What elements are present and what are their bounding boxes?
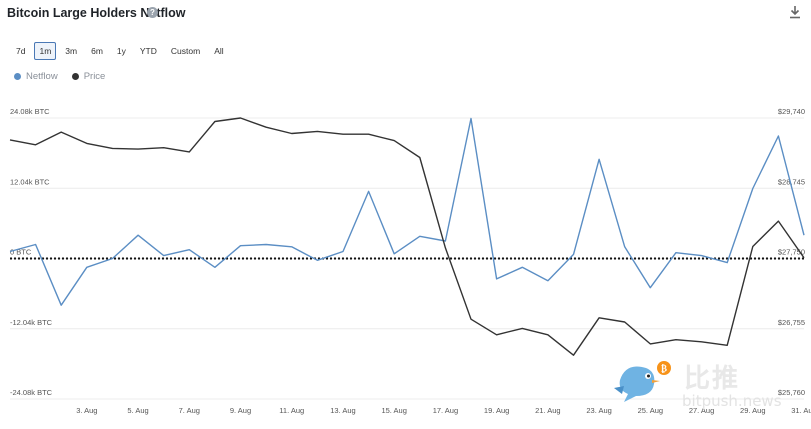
range-selector: 7d 1m 3m 6m 1y YTD Custom All bbox=[11, 42, 229, 60]
range-button-all[interactable]: All bbox=[214, 46, 224, 56]
x-tick-label: 31. Aug bbox=[791, 406, 811, 415]
y-left-tick-label: -24.08k BTC bbox=[10, 388, 53, 397]
watermark: ₿ 比推 bitpush.news bbox=[612, 358, 802, 418]
bird-logo-icon: ₿ bbox=[614, 361, 671, 402]
y-right-tick-label: $25,760 bbox=[778, 388, 805, 397]
x-tick-label: 5. Aug bbox=[127, 406, 148, 415]
page-title: Bitcoin Large Holders Netflow bbox=[7, 6, 186, 20]
x-tick-label: 15. Aug bbox=[381, 406, 406, 415]
download-icon[interactable] bbox=[789, 5, 801, 19]
x-tick-label: 7. Aug bbox=[179, 406, 200, 415]
range-button-3m[interactable]: 3m bbox=[65, 46, 78, 56]
range-button-7d[interactable]: 7d bbox=[16, 46, 26, 56]
svg-text:₿: ₿ bbox=[661, 364, 667, 375]
range-button-6m[interactable]: 6m bbox=[91, 46, 103, 56]
netflow-legend-dot bbox=[14, 73, 21, 80]
x-tick-label: 23. Aug bbox=[586, 406, 611, 415]
chart-legend: Netflow Price bbox=[14, 71, 105, 82]
watermark-text: 比推 bbox=[684, 364, 741, 394]
y-right-tick-label: $26,755 bbox=[778, 318, 805, 327]
y-right-tick-label: $28,745 bbox=[778, 177, 805, 186]
y-right-tick-label: $27,750 bbox=[778, 248, 805, 257]
y-right-tick-label: $29,740 bbox=[778, 107, 805, 116]
x-tick-label: 27. Aug bbox=[689, 406, 714, 415]
x-tick-label: 17. Aug bbox=[433, 406, 458, 415]
range-button-1m[interactable]: 1m bbox=[34, 42, 57, 60]
range-button-1y[interactable]: 1y bbox=[116, 46, 126, 56]
help-icon[interactable]: ? bbox=[147, 7, 158, 18]
y-left-tick-label: 24.08k BTC bbox=[10, 107, 50, 116]
y-left-tick-label: 0 BTC bbox=[10, 248, 32, 257]
y-left-tick-label: 12.04k BTC bbox=[10, 177, 50, 186]
x-tick-label: 9. Aug bbox=[230, 406, 251, 415]
x-tick-label: 3. Aug bbox=[76, 406, 97, 415]
range-button-ytd[interactable]: YTD bbox=[139, 46, 157, 56]
legend-item-price[interactable]: Price bbox=[71, 71, 106, 82]
price-legend-dot bbox=[71, 73, 79, 80]
range-button-custom[interactable]: Custom bbox=[170, 46, 201, 56]
x-tick-label: 25. Aug bbox=[638, 406, 663, 415]
watermark-sub: bitpush.news bbox=[682, 392, 782, 410]
legend-label-netflow: Netflow bbox=[26, 71, 58, 82]
legend-item-netflow[interactable]: Netflow bbox=[14, 71, 58, 82]
x-tick-label: 29. Aug bbox=[740, 406, 765, 415]
series-line-netflow[interactable] bbox=[9, 117, 805, 306]
y-left-tick-label: -12.04k BTC bbox=[10, 318, 53, 327]
x-tick-label: 11. Aug bbox=[279, 406, 304, 415]
x-tick-label: 21. Aug bbox=[535, 406, 560, 415]
series-line-price[interactable] bbox=[9, 117, 805, 356]
legend-label-price: Price bbox=[83, 71, 106, 82]
x-tick-label: 13. Aug bbox=[330, 406, 355, 415]
x-tick-label: 19. Aug bbox=[484, 406, 509, 415]
